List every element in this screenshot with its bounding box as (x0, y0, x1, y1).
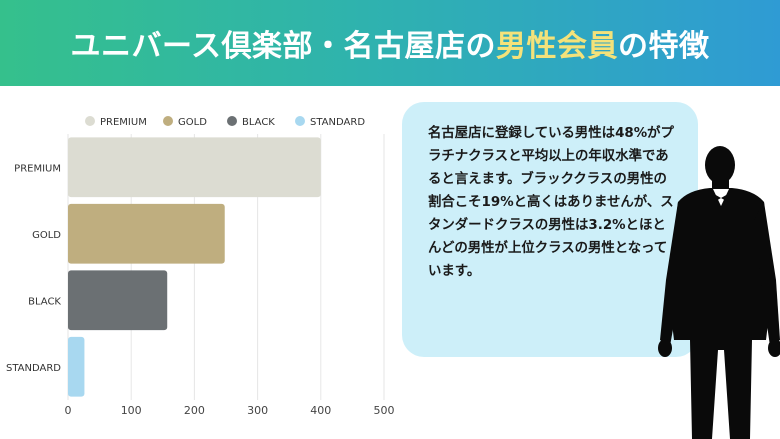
page-title: ユニバース倶楽部・名古屋店の男性会員の特徴 (71, 21, 710, 65)
x-tick-label: 500 (374, 404, 395, 417)
bar (68, 270, 168, 331)
legend-label: STANDARD (310, 117, 365, 128)
legend-swatch (227, 116, 237, 126)
x-tick-label: 100 (121, 404, 142, 417)
description-callout: 名古屋店に登録している男性は48%がプラチナクラスと平均以上の年収水準であると言… (402, 102, 698, 357)
bar (68, 137, 321, 198)
title-tail: の特徴 (618, 29, 710, 64)
bar (68, 203, 225, 264)
chart-svg: 0 100 200 300 400 500 PREMIUM GOLD BLACK STANDARD… (6, 116, 395, 417)
category-label: GOLD (32, 230, 61, 241)
description-text: 名古屋店に登録している男性は48%がプラチナクラスと平均以上の年収水準であると言… (428, 126, 674, 279)
category-label: BLACK (28, 296, 61, 307)
title-banner: ユニバース倶楽部・名古屋店の男性会員の特徴 (0, 0, 780, 86)
legend-label: PREMIUM (100, 117, 147, 128)
membership-bar-chart: 0 100 200 300 400 500 PREMIUM GOLD BLACK STANDARD… (0, 100, 400, 439)
bar (68, 336, 85, 397)
legend-label: BLACK (242, 117, 275, 128)
category-label: STANDARD (6, 363, 61, 374)
x-tick-label: 200 (184, 404, 205, 417)
x-tick-label: 400 (310, 404, 331, 417)
legend-swatch (295, 116, 305, 126)
title-main: ユニバース倶楽部・名古屋店の (70, 29, 496, 64)
legend-label: GOLD (178, 117, 207, 128)
x-tick-label: 300 (247, 404, 268, 417)
title-accent: 男性会員 (496, 29, 618, 64)
category-label: PREMIUM (14, 163, 61, 174)
legend-swatch (163, 116, 173, 126)
businessman-silhouette-icon (658, 146, 780, 439)
x-tick-label: 0 (65, 404, 72, 417)
legend-swatch (85, 116, 95, 126)
